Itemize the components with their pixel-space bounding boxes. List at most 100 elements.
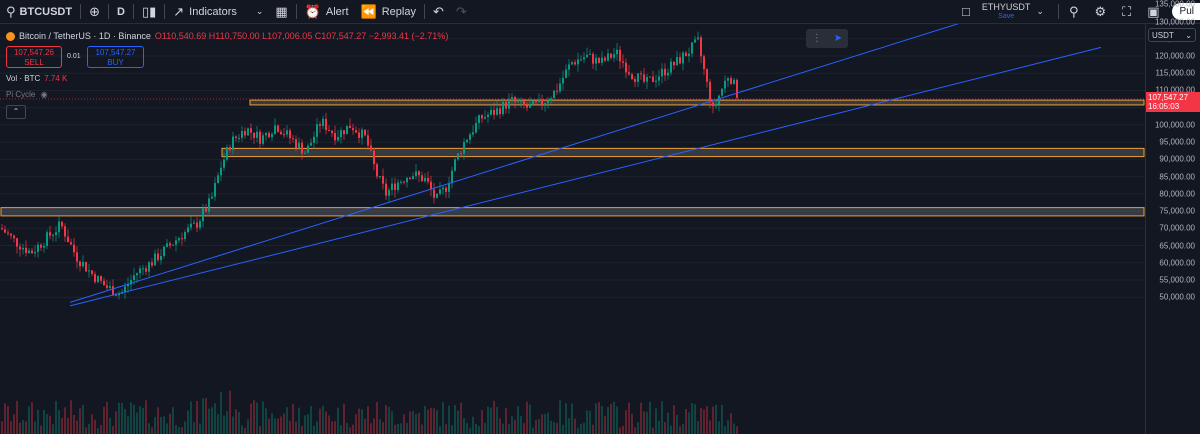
volume-legend[interactable]: Vol · BTC 7.74 K bbox=[6, 74, 67, 83]
volume-bar bbox=[376, 402, 378, 434]
candle-body bbox=[733, 79, 735, 84]
volume-bar bbox=[241, 425, 243, 434]
candle-body bbox=[265, 132, 267, 136]
volume-bar bbox=[283, 413, 285, 434]
volume-bar bbox=[517, 406, 519, 434]
candle-body bbox=[598, 57, 600, 63]
candle-body bbox=[82, 261, 84, 267]
candle-body bbox=[166, 243, 168, 247]
price-tick-label: 50,000.00 bbox=[1159, 292, 1195, 302]
volume-bar bbox=[343, 403, 345, 434]
volume-bar bbox=[19, 422, 21, 434]
volume-bar bbox=[652, 427, 654, 434]
redo-button[interactable]: ↷ bbox=[450, 0, 473, 23]
candle-body bbox=[610, 53, 612, 58]
candle-body bbox=[190, 223, 192, 228]
volume-bar bbox=[487, 406, 489, 434]
candle-body bbox=[67, 236, 69, 243]
volume-bar bbox=[457, 410, 459, 434]
candle-body bbox=[457, 153, 459, 160]
volume-bar bbox=[124, 409, 126, 434]
price-chart[interactable] bbox=[0, 24, 1145, 434]
volume-bar bbox=[427, 409, 429, 434]
cursor-icon[interactable]: ➤ bbox=[833, 33, 843, 44]
symbol-search-button[interactable]: ⚲ BTCUSDT bbox=[0, 0, 78, 23]
candle-body bbox=[298, 142, 300, 149]
interval-button[interactable]: D bbox=[111, 0, 131, 23]
candle-body bbox=[58, 221, 60, 233]
compare-button[interactable]: ⊕ bbox=[83, 0, 106, 23]
candle-body bbox=[13, 235, 15, 239]
divider bbox=[80, 4, 82, 19]
candle-body bbox=[154, 253, 156, 266]
indicator-legend[interactable]: Pi Cycle ◉ bbox=[6, 90, 48, 99]
floating-drawing-toolbar[interactable]: ⋮ ➤ bbox=[806, 29, 848, 48]
divider bbox=[164, 4, 166, 19]
volume-bar bbox=[448, 405, 450, 434]
price-tick-label: 135,000.00 bbox=[1154, 0, 1195, 9]
volume-bar bbox=[706, 406, 708, 434]
candle-body bbox=[637, 73, 639, 82]
chevron-down-icon[interactable]: ⌄ bbox=[1036, 6, 1044, 16]
candle-body bbox=[469, 134, 471, 140]
volume-bar bbox=[55, 400, 57, 434]
currency-selector[interactable]: USDT ⌄ bbox=[1148, 28, 1196, 42]
indicator-label: Pi Cycle bbox=[6, 90, 36, 99]
layout-name-button[interactable]: ETHYUSDT Save bbox=[982, 2, 1031, 22]
bitcoin-logo-icon bbox=[6, 31, 15, 41]
volume-bar bbox=[199, 423, 201, 434]
alert-button[interactable]: ⏰ Alert bbox=[299, 0, 355, 23]
candle-body bbox=[400, 181, 402, 183]
collapse-legend-button[interactable]: ⌃ bbox=[6, 105, 26, 119]
volume-value: 7.74 K bbox=[44, 74, 68, 83]
candle-body bbox=[4, 229, 6, 233]
volume-bar bbox=[388, 406, 390, 434]
buy-button[interactable]: 107,547.27 BUY bbox=[87, 46, 144, 68]
volume-bar bbox=[160, 416, 162, 434]
templates-button[interactable]: ▦ bbox=[269, 0, 293, 23]
chart-type-button[interactable]: ▯▮ bbox=[136, 0, 162, 23]
quick-search-icon[interactable]: ⚲ bbox=[1068, 4, 1079, 19]
replay-button[interactable]: ⏪ Replay bbox=[355, 0, 422, 23]
price-axis[interactable]: 135,000.00130,000.00125,000.00120,000.00… bbox=[1145, 0, 1200, 434]
publish-button[interactable]: Pul bbox=[1171, 3, 1200, 20]
volume-bar bbox=[634, 427, 636, 434]
fullscreen-icon[interactable]: ⛶ bbox=[1122, 4, 1132, 19]
volume-bar bbox=[346, 422, 348, 434]
candle-body bbox=[652, 76, 654, 82]
volume-bar bbox=[25, 421, 27, 434]
volume-bar bbox=[562, 424, 564, 434]
candle-body bbox=[628, 72, 630, 75]
candle-body bbox=[55, 232, 57, 236]
candle-body bbox=[601, 57, 603, 63]
candle-body bbox=[118, 293, 120, 296]
volume-bar bbox=[550, 420, 552, 434]
alarm-plus-icon: ⏰ bbox=[304, 4, 321, 19]
volume-bar bbox=[172, 407, 174, 434]
camera-icon[interactable]: ▣ bbox=[1147, 4, 1160, 19]
volume-bar bbox=[577, 427, 579, 434]
drag-handle-icon[interactable]: ⋮ bbox=[811, 33, 822, 44]
pair-title[interactable]: Bitcoin / TetherUS · 1D · Binance bbox=[19, 31, 151, 41]
volume-bar bbox=[178, 427, 180, 434]
volume-bar bbox=[532, 427, 534, 434]
volume-bar bbox=[592, 424, 594, 434]
candle-body bbox=[460, 153, 462, 155]
eye-off-icon[interactable]: ◉ bbox=[40, 90, 48, 99]
volume-bar bbox=[409, 411, 411, 434]
volume-bar bbox=[361, 409, 363, 434]
volume-bar bbox=[454, 405, 456, 434]
sell-button[interactable]: 107,547.26 SELL bbox=[6, 46, 62, 68]
undo-button[interactable]: ↶ bbox=[427, 0, 450, 23]
volume-bar bbox=[625, 410, 627, 434]
volume-bar bbox=[190, 401, 192, 434]
ohlc-values: O110,540.69 H110,750.00 L107,006.05 C107… bbox=[154, 31, 449, 41]
volume-bar bbox=[430, 407, 432, 434]
layout-square-icon[interactable]: □ bbox=[962, 4, 970, 19]
settings-icon[interactable]: ⚙ bbox=[1094, 4, 1107, 19]
indicators-button[interactable]: ↗ Indicators ⌄ bbox=[167, 0, 269, 23]
volume-bar bbox=[556, 423, 558, 434]
volume-bar bbox=[4, 403, 6, 434]
volume-bar bbox=[280, 416, 282, 434]
candle-body bbox=[352, 128, 354, 131]
